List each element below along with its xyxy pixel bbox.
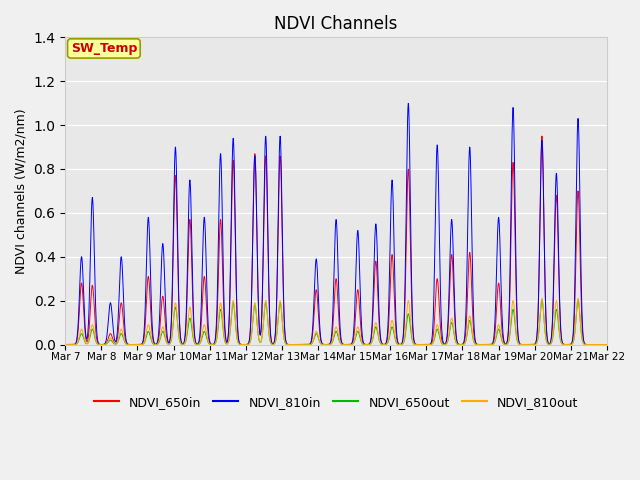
NDVI_650in (292, 342, 300, 348)
NDVI_810out (593, 342, 600, 348)
NDVI_650in (534, 314, 542, 320)
NDVI_810out (574, 296, 582, 301)
NDVI_810in (61, 342, 69, 348)
NDVI_650out (124, 341, 131, 347)
NDVI_810in (534, 309, 542, 315)
NDVI_810out (124, 341, 131, 347)
NDVI_810out (534, 336, 542, 341)
NDVI_650out (603, 342, 611, 348)
Text: SW_Temp: SW_Temp (70, 42, 137, 55)
NDVI_650out (61, 342, 69, 348)
NDVI_650out (269, 341, 277, 347)
NDVI_810out (603, 342, 611, 348)
NDVI_650in (61, 342, 69, 348)
NDVI_810out (61, 342, 69, 348)
Line: NDVI_650out: NDVI_650out (65, 300, 607, 345)
NDVI_650in (156, 332, 163, 338)
NDVI_650out (574, 298, 582, 303)
NDVI_810in (124, 340, 131, 346)
NDVI_650in (124, 341, 131, 347)
NDVI_650in (538, 133, 546, 139)
NDVI_810out (269, 341, 277, 347)
Title: NDVI Channels: NDVI Channels (275, 15, 398, 33)
Line: NDVI_810out: NDVI_810out (65, 299, 607, 345)
NDVI_810out (156, 338, 163, 344)
NDVI_810in (404, 100, 412, 106)
NDVI_650out (534, 336, 542, 342)
NDVI_810in (593, 342, 600, 348)
NDVI_650in (603, 342, 611, 348)
NDVI_810in (269, 341, 277, 347)
NDVI_810in (603, 342, 611, 348)
NDVI_810in (292, 342, 300, 348)
NDVI_810in (156, 322, 163, 327)
Y-axis label: NDVI channels (W/m2/nm): NDVI channels (W/m2/nm) (15, 108, 28, 274)
Line: NDVI_650in: NDVI_650in (65, 136, 607, 345)
NDVI_650in (593, 342, 600, 348)
NDVI_650in (269, 341, 277, 347)
NDVI_650out (593, 342, 600, 348)
NDVI_810out (292, 342, 300, 348)
Legend: NDVI_650in, NDVI_810in, NDVI_650out, NDVI_810out: NDVI_650in, NDVI_810in, NDVI_650out, NDV… (88, 391, 584, 414)
NDVI_650out (156, 339, 163, 345)
NDVI_650out (292, 342, 300, 348)
Line: NDVI_810in: NDVI_810in (65, 103, 607, 345)
